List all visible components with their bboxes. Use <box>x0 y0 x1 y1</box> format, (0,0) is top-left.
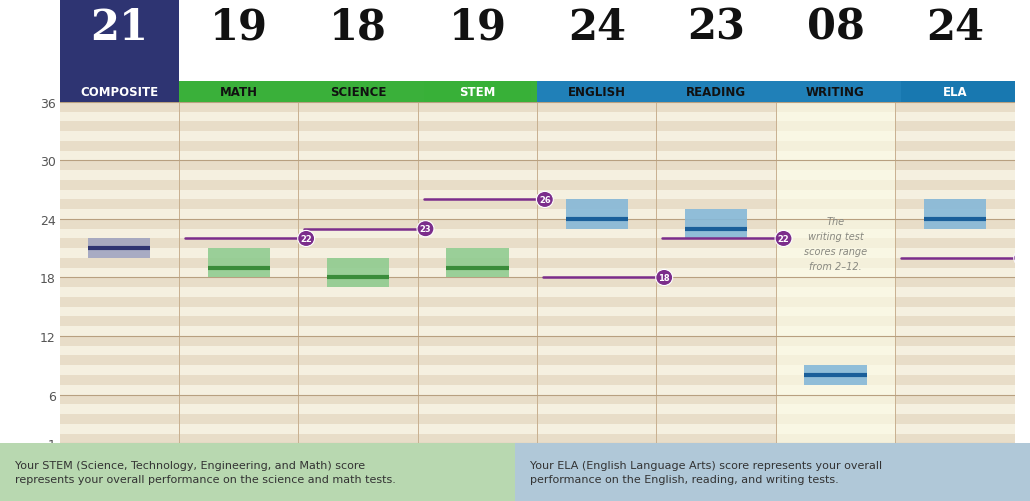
Bar <box>565 200 628 229</box>
Ellipse shape <box>537 192 553 208</box>
Bar <box>60 219 1015 229</box>
Bar <box>60 112 1015 122</box>
Bar <box>60 434 1015 443</box>
Text: READING: READING <box>686 86 746 99</box>
Bar <box>60 151 1015 161</box>
Text: 26: 26 <box>539 195 551 204</box>
Ellipse shape <box>417 221 434 237</box>
Bar <box>60 424 1015 434</box>
Bar <box>804 366 866 385</box>
Bar <box>538 82 1015 103</box>
Bar <box>515 443 1030 501</box>
Text: ELA: ELA <box>942 86 967 99</box>
Bar <box>60 307 1015 317</box>
Bar <box>423 82 531 103</box>
Bar <box>924 200 986 229</box>
Text: SCIENCE: SCIENCE <box>330 86 386 99</box>
Bar <box>901 82 1015 103</box>
Bar <box>60 229 1015 239</box>
Text: MATH: MATH <box>219 86 258 99</box>
Text: The
writing test
scores range
from 2–12.: The writing test scores range from 2–12. <box>804 217 867 271</box>
Text: 23: 23 <box>419 225 432 234</box>
Bar <box>60 404 1015 414</box>
Bar <box>208 248 270 278</box>
Bar <box>60 132 1015 142</box>
Text: 23: 23 <box>687 7 745 49</box>
Bar <box>60 288 1015 298</box>
Bar <box>60 161 1015 171</box>
Bar <box>60 278 1015 288</box>
Bar <box>60 0 179 103</box>
Bar <box>446 248 509 278</box>
Bar <box>60 346 1015 356</box>
Bar <box>60 248 1015 259</box>
Text: 24: 24 <box>568 7 626 49</box>
Ellipse shape <box>656 270 673 286</box>
Ellipse shape <box>776 231 792 247</box>
Bar <box>60 375 1015 385</box>
Text: 22: 22 <box>778 234 789 243</box>
Bar <box>60 327 1015 336</box>
Bar <box>60 122 1015 132</box>
Bar <box>60 200 1015 210</box>
Bar <box>60 259 1015 268</box>
Bar <box>60 239 1015 248</box>
Bar <box>60 356 1015 366</box>
Bar <box>60 171 1015 180</box>
Text: COMPOSITE: COMPOSITE <box>80 86 159 99</box>
Text: Your ELA (English Language Arts) score represents your overall
performance on th: Your ELA (English Language Arts) score r… <box>530 460 883 484</box>
Bar <box>89 239 150 259</box>
Text: Your STEM (Science, Technology, Engineering, and Math) score
represents your ove: Your STEM (Science, Technology, Engineer… <box>15 460 397 484</box>
Text: 18: 18 <box>330 7 387 49</box>
Bar <box>776 103 895 443</box>
Bar <box>60 142 1015 151</box>
Text: 24: 24 <box>926 7 984 49</box>
Text: WRITING: WRITING <box>806 86 865 99</box>
Bar <box>60 210 1015 219</box>
Bar <box>60 317 1015 327</box>
Bar <box>179 82 538 103</box>
Bar <box>60 268 1015 278</box>
Bar <box>60 190 1015 200</box>
Text: 21: 21 <box>91 7 148 49</box>
Text: 20: 20 <box>1017 254 1028 263</box>
Text: 08: 08 <box>806 7 864 49</box>
Bar <box>60 395 1015 404</box>
Text: 22: 22 <box>301 234 312 243</box>
Bar <box>60 336 1015 346</box>
Text: ENGLISH: ENGLISH <box>568 86 626 99</box>
Ellipse shape <box>298 231 314 247</box>
Bar <box>685 210 747 239</box>
Bar <box>60 298 1015 307</box>
Bar <box>328 259 389 288</box>
Bar <box>60 180 1015 190</box>
Text: 19: 19 <box>448 7 507 49</box>
Text: STEM: STEM <box>459 86 495 99</box>
Bar <box>60 414 1015 424</box>
Bar <box>0 443 515 501</box>
Bar <box>60 385 1015 395</box>
Ellipse shape <box>1014 250 1030 267</box>
Bar <box>60 366 1015 375</box>
Text: 19: 19 <box>210 7 268 49</box>
Text: 18: 18 <box>658 274 670 283</box>
Bar <box>60 103 1015 112</box>
